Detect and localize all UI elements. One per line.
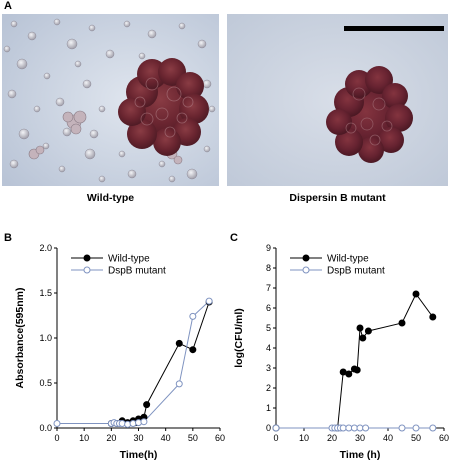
- panel-c-y-tick-label: 0: [266, 423, 271, 433]
- panel-c-y-tick-label: 9: [266, 243, 271, 253]
- panel-c-x-tick-label: 40: [383, 433, 393, 443]
- panel-b-x-tick-label: 40: [161, 433, 171, 443]
- panel-c-y-axis-label: log(CFU/ml): [233, 308, 245, 368]
- panel-b-y-tick-label: 0.5: [39, 378, 52, 388]
- panel-c-legend-label: Wild-type: [327, 254, 369, 265]
- panel-c-y-tick-label: 8: [266, 263, 271, 273]
- panel-c-y-tick-label: 7: [266, 283, 271, 293]
- panel-b-x-tick-label: 50: [188, 433, 198, 443]
- panel-b-series-0-point: [175, 339, 183, 347]
- panel-c-legend-marker: [302, 254, 310, 262]
- panel-c-legend-marker: [302, 266, 310, 274]
- panel-c-series-0-point: [353, 366, 361, 374]
- panel-c-series-0-point: [412, 290, 420, 298]
- panel-b-series-1-point: [175, 380, 183, 388]
- panel-c-series-1-point: [398, 424, 406, 432]
- panel-b-series-0-point: [189, 346, 197, 354]
- panel-b-y-tick-label: 2.0: [39, 243, 52, 253]
- panel-b-series-1-point: [140, 418, 148, 426]
- panel-b-series-1-point: [189, 312, 197, 320]
- panel-c-series-0-point: [345, 370, 353, 378]
- panel-c-series-0-point: [398, 319, 406, 327]
- panel-c-letter: C: [230, 232, 238, 244]
- panel-b-letter: B: [4, 232, 12, 244]
- panel-c-y-tick-label: 6: [266, 303, 271, 313]
- wildtype-caption: Wild-type: [86, 192, 135, 204]
- panel-b-x-tick-label: 0: [54, 433, 59, 443]
- panel-c-series-0-line: [276, 293, 434, 429]
- mutant-colony-photo: [227, 14, 448, 186]
- panel-c-y-tick-label: 4: [266, 343, 271, 353]
- panel-c-series-1-point: [272, 424, 280, 432]
- wildtype-colony-photo: [2, 14, 219, 186]
- panel-b-y-tick-label: 1.0: [39, 333, 52, 343]
- panel-b-x-axis-label: Time(h): [120, 449, 158, 461]
- panel-c-x-axis-label: Time (h): [340, 449, 381, 461]
- panel-b-y-tick-label: 0.0: [39, 423, 52, 433]
- panel-b-x-tick-label: 60: [215, 433, 225, 443]
- panel-c-x-tick-label: 20: [327, 433, 337, 443]
- panel-a-letter: A: [4, 0, 12, 12]
- panel-b-legend-label: Wild-type: [108, 254, 150, 265]
- panel-c-x-tick-label: 60: [439, 433, 449, 443]
- panel-c-x-tick-label: 30: [355, 433, 365, 443]
- panel-b-series-0-point: [143, 401, 151, 409]
- panel-c-series-0-point: [429, 313, 437, 321]
- panel-b-series-1-point: [53, 420, 61, 427]
- panel-c-y-tick-label: 1: [266, 403, 271, 413]
- panel-b-series-1-line: [57, 300, 210, 425]
- panel-c-series-0-point: [359, 334, 367, 342]
- panel-b-x-tick-label: 10: [79, 433, 89, 443]
- panel-b-x-tick-label: 20: [106, 433, 116, 443]
- panel-b-y-axis-label: Absorbance(595nm): [14, 288, 26, 389]
- panel-c-legend-label: DspB mutant: [327, 266, 385, 277]
- panel-b-series-1-point: [205, 297, 213, 305]
- panel-c-series-1-point: [362, 424, 370, 432]
- panel-b-legend-marker: [83, 266, 91, 274]
- panel-c-x-tick-label: 10: [299, 433, 309, 443]
- panel-c-series-0-point: [364, 327, 372, 335]
- panel-c-y-tick-label: 3: [266, 363, 271, 373]
- mutant-caption: Dispersin B mutant: [289, 192, 386, 204]
- panel-c-x-tick-label: 50: [411, 433, 421, 443]
- panel-c-y-tick-label: 5: [266, 323, 271, 333]
- panel-c-series-0-point: [356, 324, 364, 332]
- panel-b-legend-marker: [83, 254, 91, 262]
- scale-bar: [344, 26, 444, 31]
- panel-b-y-tick-label: 1.5: [39, 288, 52, 298]
- panel-b-series-0-line: [111, 301, 210, 424]
- panel-c-x-tick-label: 0: [273, 433, 278, 443]
- panel-b-legend-label: DspB mutant: [108, 266, 166, 277]
- panel-c-series-0-point: [339, 368, 347, 376]
- panel-c-series-1-point: [412, 424, 420, 432]
- panel-b-x-tick-label: 30: [133, 433, 143, 443]
- panel-c-y-tick-label: 2: [266, 383, 271, 393]
- panel-c-series-1-point: [429, 424, 437, 432]
